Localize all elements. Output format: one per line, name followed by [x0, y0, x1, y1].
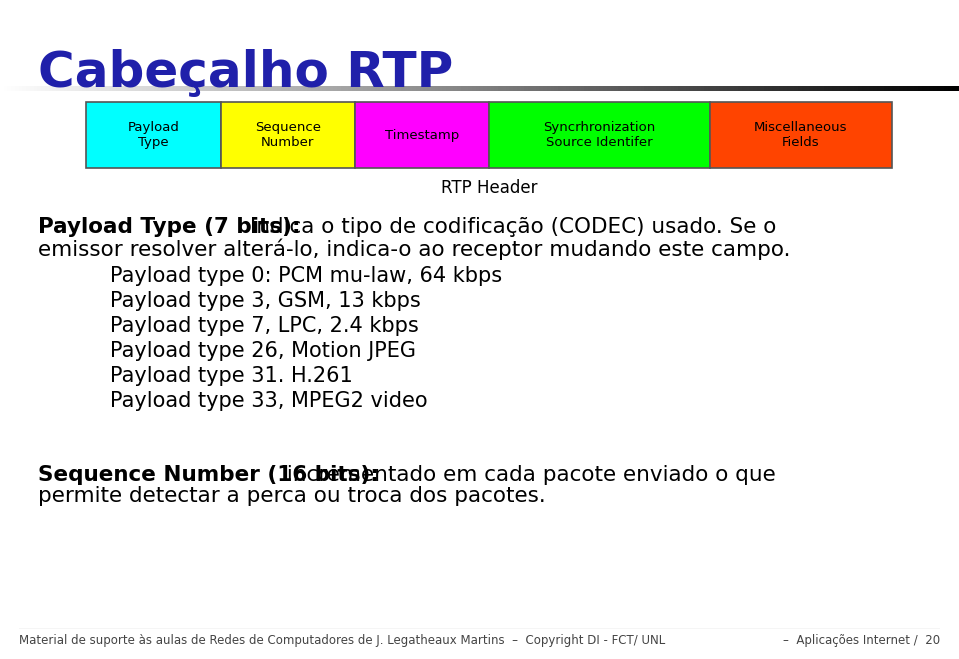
Text: Payload type 31. H.261: Payload type 31. H.261: [110, 366, 353, 386]
Text: –  Aplicações Internet /  20: – Aplicações Internet / 20: [783, 634, 940, 647]
Text: Timestamp: Timestamp: [385, 129, 459, 142]
Text: emissor resolver alterá-lo, indica-o ao receptor mudando este campo.: emissor resolver alterá-lo, indica-o ao …: [38, 239, 791, 260]
Bar: [489, 102, 710, 168]
Text: incrementado em cada pacote enviado o que: incrementado em cada pacote enviado o qu…: [280, 465, 776, 484]
Text: Payload
Type: Payload Type: [128, 121, 179, 149]
Bar: [355, 102, 489, 168]
Bar: [86, 102, 221, 168]
Text: Payload type 0: PCM mu-law, 64 kbps: Payload type 0: PCM mu-law, 64 kbps: [110, 266, 503, 285]
Text: Miscellaneous
Fields: Miscellaneous Fields: [754, 121, 848, 149]
Text: RTP Header: RTP Header: [441, 179, 537, 197]
Text: Cabeçalho RTP: Cabeçalho RTP: [38, 49, 454, 98]
Text: Sequence Number (16 bits):: Sequence Number (16 bits):: [38, 465, 379, 484]
Text: Syncrhronization
Source Identifer: Syncrhronization Source Identifer: [543, 121, 656, 149]
Bar: [221, 102, 355, 168]
Text: Payload Type (7 bits):: Payload Type (7 bits):: [38, 217, 301, 237]
Bar: [710, 102, 892, 168]
Text: Payload type 26, Motion JPEG: Payload type 26, Motion JPEG: [110, 341, 416, 360]
Text: permite detectar a perca ou troca dos pacotes.: permite detectar a perca ou troca dos pa…: [38, 486, 546, 505]
Text: Payload type 7, LPC, 2.4 kbps: Payload type 7, LPC, 2.4 kbps: [110, 316, 419, 335]
Text: Payload type 33, MPEG2 video: Payload type 33, MPEG2 video: [110, 391, 428, 411]
Text: Indica o tipo de codificação (CODEC) usado. Se o: Indica o tipo de codificação (CODEC) usa…: [243, 217, 777, 237]
Text: Payload type 3, GSM, 13 kbps: Payload type 3, GSM, 13 kbps: [110, 291, 421, 310]
Text: Sequence
Number: Sequence Number: [255, 121, 320, 149]
Text: Material de suporte às aulas de Redes de Computadores de J. Legatheaux Martins  : Material de suporte às aulas de Redes de…: [19, 634, 666, 647]
